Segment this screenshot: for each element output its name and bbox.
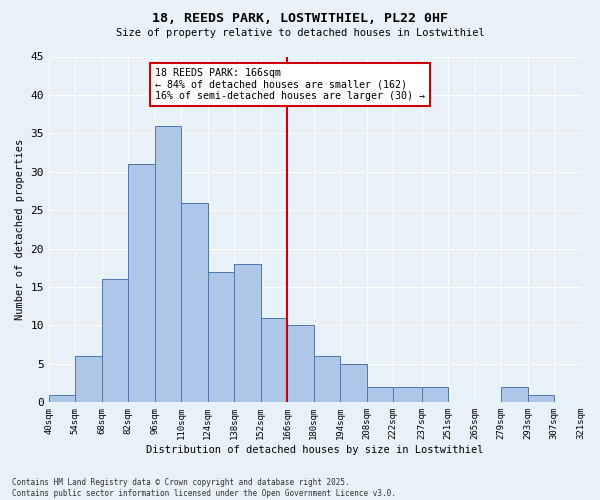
Bar <box>261 318 287 402</box>
Text: Contains HM Land Registry data © Crown copyright and database right 2025.
Contai: Contains HM Land Registry data © Crown c… <box>12 478 396 498</box>
Bar <box>393 387 422 402</box>
Bar <box>235 264 261 402</box>
Bar <box>287 326 314 402</box>
Bar <box>155 126 181 402</box>
Bar <box>208 272 235 402</box>
Bar <box>314 356 340 403</box>
Y-axis label: Number of detached properties: Number of detached properties <box>15 139 25 320</box>
Text: 18, REEDS PARK, LOSTWITHIEL, PL22 0HF: 18, REEDS PARK, LOSTWITHIEL, PL22 0HF <box>152 12 448 26</box>
Text: 18 REEDS PARK: 166sqm
← 84% of detached houses are smaller (162)
16% of semi-det: 18 REEDS PARK: 166sqm ← 84% of detached … <box>155 68 425 101</box>
Bar <box>76 356 102 403</box>
Bar <box>501 387 527 402</box>
Bar <box>102 280 128 402</box>
Bar <box>181 202 208 402</box>
Text: Size of property relative to detached houses in Lostwithiel: Size of property relative to detached ho… <box>116 28 484 38</box>
Bar <box>340 364 367 403</box>
Bar <box>49 394 76 402</box>
Bar <box>422 387 448 402</box>
X-axis label: Distribution of detached houses by size in Lostwithiel: Distribution of detached houses by size … <box>146 445 484 455</box>
Bar <box>367 387 393 402</box>
Bar <box>527 394 554 402</box>
Bar <box>128 164 155 402</box>
